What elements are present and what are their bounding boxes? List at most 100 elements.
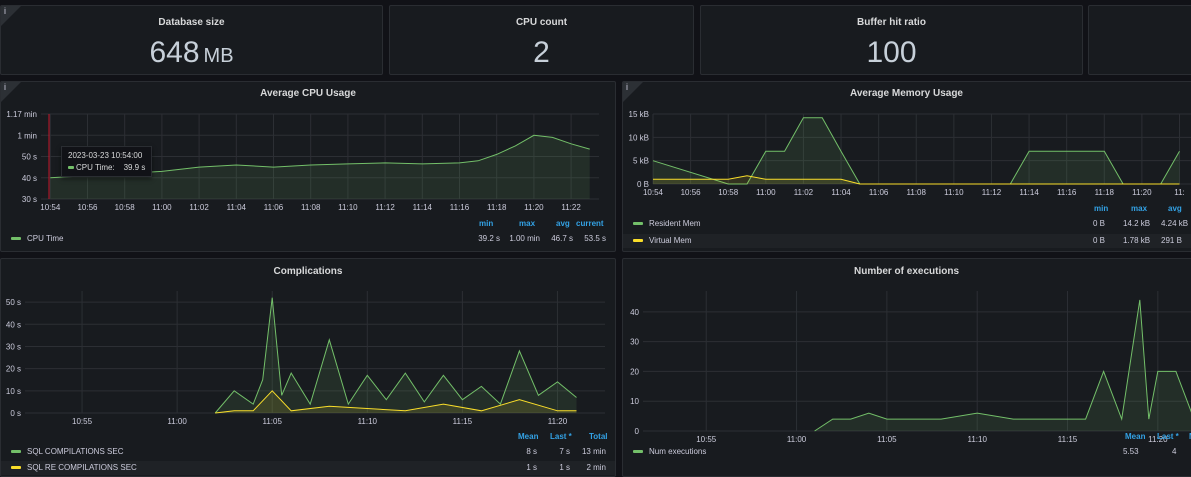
series-area	[814, 299, 1191, 431]
stat-value: 2	[533, 36, 550, 69]
legend-row[interactable]: SQL COMPILATIONS SEC 8 s 7 s 13 min	[1, 445, 615, 459]
y-tick-label: 1 min	[17, 131, 37, 140]
x-tick-label: 11:06	[869, 188, 889, 197]
legend-series-name[interactable]: Resident Mem	[649, 219, 701, 228]
y-tick-label: 10	[630, 397, 639, 406]
legend-value-mean: 5.53	[1123, 447, 1139, 456]
x-tick-label: 11:04	[831, 188, 851, 197]
x-tick-label: 11:08	[907, 188, 927, 197]
legend-header-current[interactable]: current	[576, 219, 604, 228]
stat-panel-buffer-hit-ratio[interactable]: Buffer hit ratio 100	[700, 5, 1083, 75]
legend-series-name[interactable]: Virtual Mem	[649, 236, 692, 245]
legend-swatch	[633, 450, 643, 454]
series-line	[215, 390, 577, 414]
legend-header-max[interactable]: max	[1131, 204, 1148, 213]
memory-chart[interactable]: 15 kB 10 kB 5 kB 0 B10:54 10:56 10:58 11:00 11:…	[623, 104, 1191, 224]
legend-value-avg: 4.24 kB	[1161, 219, 1189, 228]
legend-header-last[interactable]: Last *	[1157, 432, 1179, 441]
legend-header-last[interactable]: Last *	[550, 432, 572, 441]
legend-value-last: 1 s	[559, 463, 570, 472]
legend-value-last: 4	[1172, 447, 1177, 456]
info-icon[interactable]: i	[1, 6, 21, 26]
legend-row[interactable]: Virtual Mem 0 B 1.78 kB 291 B	[623, 234, 1191, 248]
x-tick-label: 11:16	[1057, 188, 1077, 197]
legend-header-avg[interactable]: avg	[556, 219, 570, 228]
legend-series-name[interactable]: Num executions	[649, 447, 707, 456]
legend-header-mean[interactable]: Mean	[1125, 432, 1146, 441]
legend-header-min[interactable]: min	[479, 219, 494, 228]
x-tick-label: 10:56	[77, 203, 98, 212]
x-tick-label: 11:15	[1058, 435, 1078, 444]
legend-row[interactable]: SQL RE COMPILATIONS SEC 1 s 1 s 2 min	[1, 461, 615, 475]
x-tick-label: 11:20	[524, 203, 544, 212]
x-tick-label: 11:16	[450, 203, 470, 212]
series-line	[653, 175, 1180, 185]
y-tick-label: 50 s	[22, 153, 37, 162]
legend-value-min: 0 B	[1093, 236, 1106, 245]
legend-value-mean: 1 s	[526, 463, 537, 472]
x-tick-label: 10:58	[115, 203, 136, 212]
legend-header-more[interactable]: M	[1189, 432, 1191, 441]
panel-title: Average CPU Usage	[260, 88, 356, 99]
legend-row[interactable]: Num executions 5.53 4	[623, 445, 1191, 459]
panel-average-cpu-usage[interactable]: i Average CPU Usage 1.17 min 1 min 50 s 40 …	[0, 81, 616, 252]
x-tick-label: 10:56	[681, 188, 702, 197]
legend-series-name[interactable]: SQL COMPILATIONS SEC	[27, 447, 124, 456]
legend-value-max: 1.78 kB	[1123, 236, 1151, 245]
x-tick-label: 11:14	[1019, 188, 1039, 197]
y-tick-label: 0 s	[10, 409, 21, 418]
legend-header-min[interactable]: min	[1094, 204, 1109, 213]
panel-average-memory-usage[interactable]: i Average Memory Usage 15 kB 10 kB 5 kB 0 B…	[622, 81, 1191, 252]
legend-table: min max avg current CPU Time 39.2 s 1.00…	[1, 217, 615, 251]
legend-series-name[interactable]: CPU Time	[27, 234, 64, 243]
stat-panel-cpu-count[interactable]: CPU count 2	[389, 5, 694, 75]
legend-row[interactable]: Resident Mem 0 B 14.2 kB 4.24 kB	[623, 217, 1191, 231]
legend-value-mean: 8 s	[526, 447, 537, 456]
x-tick-label: 11:10	[944, 188, 964, 197]
info-icon[interactable]: i	[623, 82, 643, 102]
complications-chart[interactable]: 50 s 40 s 30 s 20 s 10 s 0 s 10:55 11:00 11:05 11…	[1, 281, 616, 451]
x-tick-label: 10:55	[696, 435, 717, 444]
y-tick-label: 40 s	[6, 320, 21, 329]
series-area	[653, 175, 1180, 184]
panel-complications[interactable]: Complications 50 s 40 s 30 s 20 s 10 s 0 s 10:…	[0, 258, 616, 477]
x-tick-label: 11:12	[982, 188, 1002, 197]
executions-chart[interactable]: 40 30 20 10 0 10:55 11:00 11:05 11:10 11:15 11:20	[623, 281, 1191, 451]
series-area	[50, 135, 590, 199]
legend-swatch	[11, 450, 21, 454]
panel-title: Complications	[273, 266, 343, 277]
y-tick-label: 10 kB	[629, 133, 649, 142]
stat-panel-partial[interactable]	[1088, 5, 1191, 75]
x-tick-label: 11:00	[152, 203, 172, 212]
legend-value-total: 2 min	[586, 463, 606, 472]
legend-header-total[interactable]: Total	[589, 432, 608, 441]
legend-series-name[interactable]: SQL RE COMPILATIONS SEC	[27, 463, 137, 472]
x-tick-label: 11:20	[1148, 435, 1168, 444]
stat-value: 648 MB	[149, 36, 234, 69]
stat-title: CPU count	[515, 17, 568, 28]
x-tick-label: 11:04	[227, 203, 247, 212]
legend-header-mean[interactable]: Mean	[518, 432, 539, 441]
y-tick-label: 40 s	[22, 174, 37, 183]
y-tick-label: 20	[630, 367, 639, 376]
series-area	[215, 390, 577, 413]
legend-row[interactable]: CPU Time 39.2 s 1.00 min 46.7 s 53.5 s	[1, 232, 615, 246]
x-tick-label: 11:20	[1132, 188, 1152, 197]
legend-value-last: 7 s	[559, 447, 570, 456]
x-tick-label: 11:14	[413, 203, 433, 212]
y-tick-label: 30 s	[22, 195, 37, 204]
series-area	[653, 117, 1180, 184]
x-tick-label: 11:20	[548, 417, 568, 426]
legend-header-avg[interactable]: avg	[1168, 204, 1182, 213]
panel-number-of-executions[interactable]: Number of executions 40 30 20 10 0 10:55 11:00…	[622, 258, 1191, 477]
stat-panel-database-size[interactable]: i Database size 648 MB	[0, 5, 383, 75]
info-icon[interactable]: i	[1, 82, 21, 102]
series-area	[215, 297, 577, 413]
legend-swatch	[633, 222, 643, 226]
x-tick-label: 10:58	[718, 188, 739, 197]
y-tick-label: 0	[635, 427, 640, 436]
legend-swatch	[11, 237, 21, 241]
x-tick-label: 11:06	[264, 203, 284, 212]
legend-header-max[interactable]: max	[519, 219, 536, 228]
x-tick-label: 11:18	[1095, 188, 1115, 197]
